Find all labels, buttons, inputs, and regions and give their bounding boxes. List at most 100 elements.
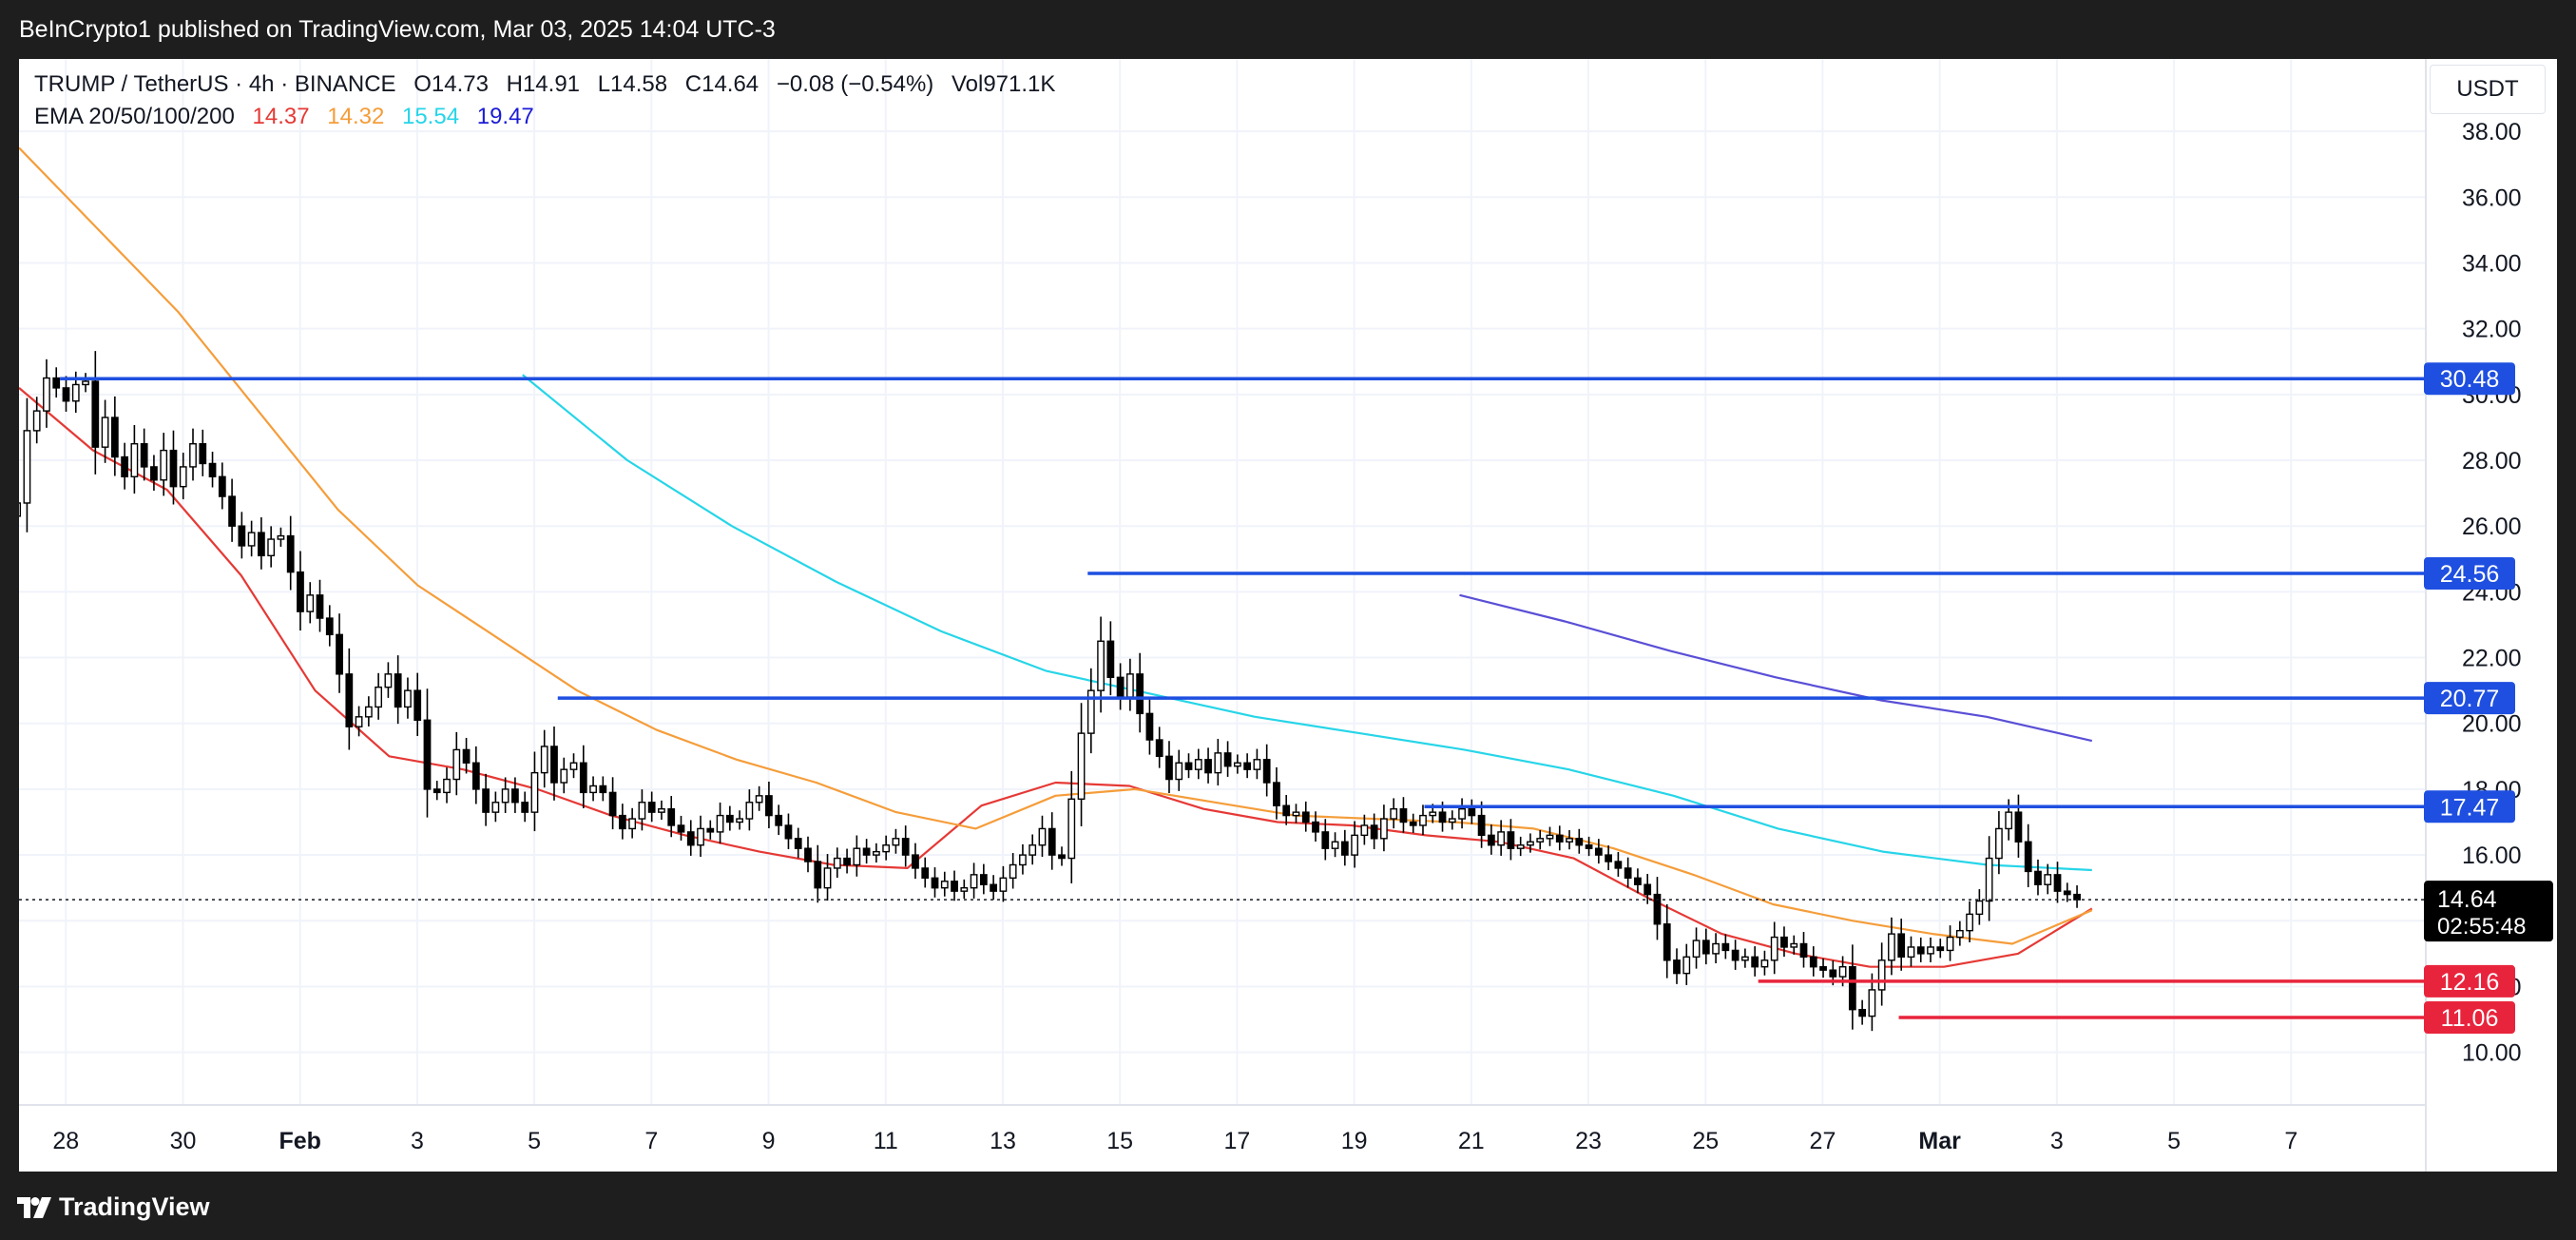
x-tick-label-11: 19 [1341, 1128, 1368, 1154]
symbol-label[interactable]: TRUMP / TetherUS · 4h · BINANCE [34, 71, 396, 97]
y-tick-label-13: 36.00 [2462, 184, 2522, 211]
candle-body-172 [1692, 940, 1701, 959]
y-tick-label-14: 38.00 [2462, 119, 2522, 145]
candle-body-189 [1858, 1008, 1867, 1017]
candle-body-131 [1292, 811, 1300, 817]
candle-body-144 [1419, 814, 1427, 826]
candle-body-152 [1497, 831, 1506, 846]
y-tick-label-12: 34.00 [2462, 250, 2522, 277]
candle-body-64 [638, 802, 646, 820]
candle-body-94 [931, 877, 939, 889]
candle-body-58 [579, 762, 587, 794]
candle-body-99 [979, 874, 988, 885]
level-tag-20.77 [2424, 682, 2515, 715]
candle-body-146 [1438, 811, 1447, 823]
level-label-24.56: 24.56 [2440, 561, 2500, 588]
candle-body-20 [208, 462, 217, 478]
ohlc-row: TRUMP / TetherUS · 4h · BINANCE O14.73 H… [34, 68, 1067, 101]
candle-body-130 [1282, 804, 1291, 817]
candle-body-105 [1038, 827, 1047, 846]
candle-body-3 [43, 377, 50, 412]
candle-body-57 [569, 762, 578, 770]
candle-body-103 [1019, 854, 1027, 866]
candle-body-176 [1731, 949, 1740, 961]
ema-label[interactable]: EMA 20/50/100/200 [34, 104, 235, 129]
x-tick-label-4: 5 [528, 1128, 541, 1154]
candle-body-178 [1751, 956, 1759, 968]
candle-body-5 [62, 387, 70, 402]
candle-body-210 [2063, 890, 2071, 896]
candle-body-122 [1204, 759, 1212, 774]
candle-body-89 [882, 844, 891, 853]
candle-body-16 [169, 449, 178, 488]
candle-body-42 [423, 719, 432, 790]
candle-body-135 [1331, 841, 1339, 849]
candle-body-112 [1106, 640, 1115, 679]
candle-body-40 [404, 689, 412, 708]
candle-body-211 [2073, 893, 2081, 901]
candle-body-116 [1145, 712, 1154, 741]
candle-body-202 [1985, 857, 1993, 902]
candle-body-73 [725, 814, 734, 823]
candle-body-62 [618, 814, 626, 830]
candle-body-199 [1955, 929, 1964, 939]
y-tick-label-5: 20.00 [2462, 711, 2522, 738]
candle-body-169 [1663, 923, 1671, 961]
currency-button[interactable]: USDT [2430, 65, 2546, 114]
x-tick-label-2: Feb [279, 1128, 320, 1154]
candle-body-12 [130, 443, 139, 478]
candle-body-70 [697, 827, 704, 846]
candle-body-102 [1009, 863, 1017, 880]
candle-body-83 [823, 867, 832, 889]
candle-body-49 [491, 802, 500, 813]
candle-body-204 [2005, 811, 2013, 830]
level-label-17.47: 17.47 [2440, 794, 2500, 821]
candle-body-28 [286, 534, 295, 573]
y-tick-label-9: 28.00 [2462, 448, 2522, 475]
tradingview-logo[interactable]: TradingView [17, 1192, 210, 1222]
ema20-value: 14.37 [252, 104, 310, 129]
footer-bar: TradingView [0, 1172, 2576, 1240]
candle-body-151 [1487, 834, 1495, 846]
candle-body-181 [1780, 936, 1788, 948]
chart-panel[interactable]: 10.0012.0014.0016.0018.0020.0022.0024.00… [19, 59, 2557, 1172]
candle-body-148 [1458, 807, 1466, 820]
candle-body-45 [452, 748, 461, 781]
x-tick-label-17: 3 [2050, 1128, 2064, 1154]
candle-body-68 [677, 824, 685, 833]
candle-body-84 [833, 857, 841, 869]
high-value: H14.91 [506, 71, 581, 97]
candle-body-23 [238, 525, 246, 547]
level-tag-11.06 [2424, 1000, 2515, 1034]
ema-line-ema20 [19, 387, 2093, 968]
candle-body-60 [599, 785, 607, 794]
candle-body-46 [462, 748, 471, 764]
level-tag-12.16 [2424, 964, 2515, 998]
candle-body-106 [1048, 827, 1056, 856]
candle-body-9 [101, 417, 109, 448]
candle-body-39 [394, 673, 402, 708]
candle-body-134 [1321, 831, 1330, 849]
candle-body-197 [1936, 946, 1945, 952]
x-tick-label-18: 5 [2167, 1128, 2181, 1154]
ema-row: EMA 20/50/100/200 14.37 14.32 15.54 19.4… [34, 101, 1067, 133]
close-value: C14.64 [684, 71, 759, 97]
candle-body-96 [951, 881, 958, 892]
x-tick-label-5: 7 [644, 1128, 658, 1154]
candle-body-147 [1448, 818, 1456, 823]
candle-body-137 [1351, 834, 1358, 856]
candle-body-78 [775, 814, 783, 826]
last-price-label: 14.64 [2437, 886, 2497, 913]
candle-body-206 [2024, 841, 2032, 873]
candle-body-37 [375, 686, 383, 708]
x-tick-label-1: 30 [170, 1128, 197, 1154]
candle-body-188 [1848, 966, 1856, 1011]
x-tick-label-8: 13 [990, 1128, 1016, 1154]
candle-body-186 [1829, 969, 1837, 978]
price-chart[interactable]: 10.0012.0014.0016.0018.0020.0022.0024.00… [19, 59, 2557, 1172]
candle-body-109 [1077, 732, 1086, 801]
candle-body-118 [1165, 755, 1173, 781]
ema-line-ema200 [1459, 593, 2093, 743]
change-value: −0.08 (−0.54%) [776, 71, 934, 97]
countdown-label: 02:55:48 [2437, 914, 2526, 940]
